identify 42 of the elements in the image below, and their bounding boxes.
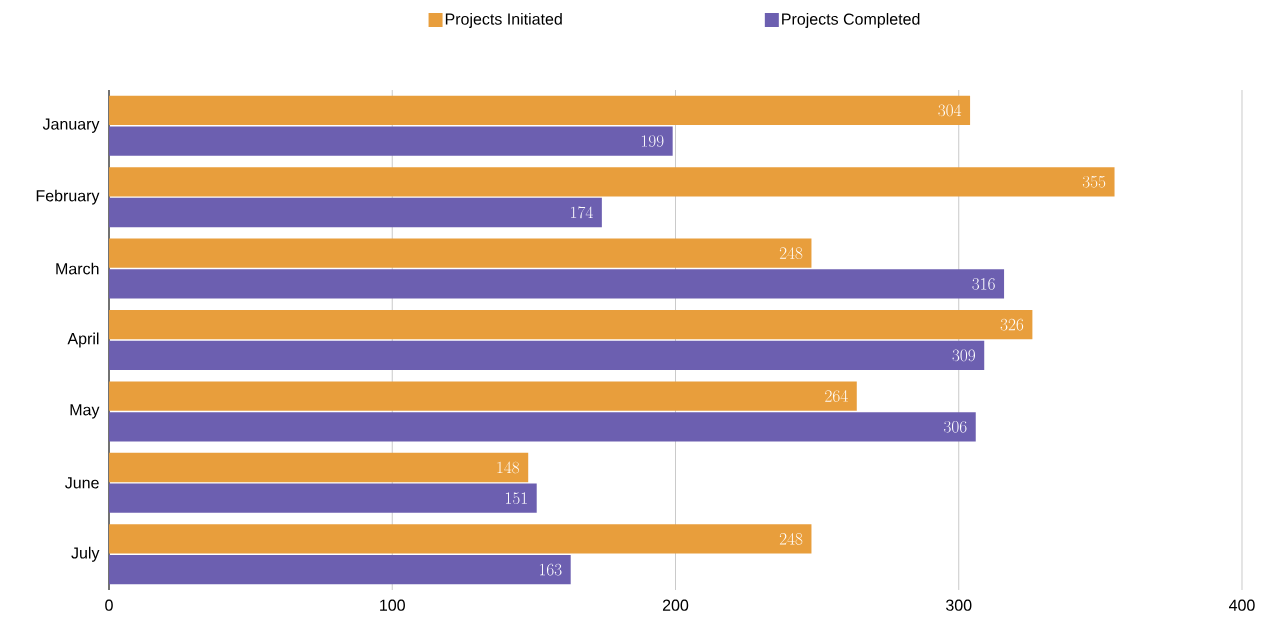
y-tick-label: February	[36, 189, 100, 205]
x-tick-label: 200	[662, 599, 689, 611]
y-tick-label: July	[71, 546, 100, 562]
data-label: 148	[497, 461, 520, 474]
x-tick-label: 400	[1229, 599, 1255, 611]
y-tick-label: March	[56, 262, 99, 275]
data-label: 304	[938, 104, 962, 117]
bar	[109, 95, 971, 125]
data-label: 151	[505, 492, 527, 505]
x-tick-label: 300	[946, 599, 972, 611]
bar	[109, 340, 985, 370]
bar	[109, 238, 812, 268]
bar	[109, 197, 602, 228]
y-tick-label: June	[65, 477, 99, 489]
bar	[109, 167, 1115, 197]
bar	[109, 412, 976, 442]
bar	[109, 126, 673, 156]
bar	[109, 310, 1033, 340]
bar	[109, 269, 1005, 299]
legend-label: Projects Completed	[782, 13, 920, 28]
legend-label: Projects Initiated	[445, 13, 562, 28]
bar	[109, 452, 529, 483]
data-label: 306	[944, 420, 967, 433]
data-label: 248	[779, 247, 803, 260]
data-label: 264	[825, 390, 848, 402]
y-tick-label: January	[42, 118, 100, 133]
bar	[109, 524, 812, 554]
x-tick-label: 0	[105, 599, 113, 611]
bar	[109, 483, 537, 513]
data-label: 248	[779, 532, 803, 545]
bar	[109, 554, 571, 585]
bar	[109, 381, 857, 411]
data-label: 326	[1000, 318, 1024, 331]
data-label: 316	[972, 278, 995, 290]
data-label: 174	[571, 206, 593, 219]
data-label: 309	[952, 349, 976, 362]
y-tick-label: May	[70, 404, 100, 419]
x-tick-label: 100	[380, 599, 405, 611]
data-label: 355	[1082, 175, 1106, 188]
y-tick-label: April	[67, 332, 99, 348]
data-label: 199	[641, 135, 664, 147]
data-label: 163	[539, 563, 562, 576]
